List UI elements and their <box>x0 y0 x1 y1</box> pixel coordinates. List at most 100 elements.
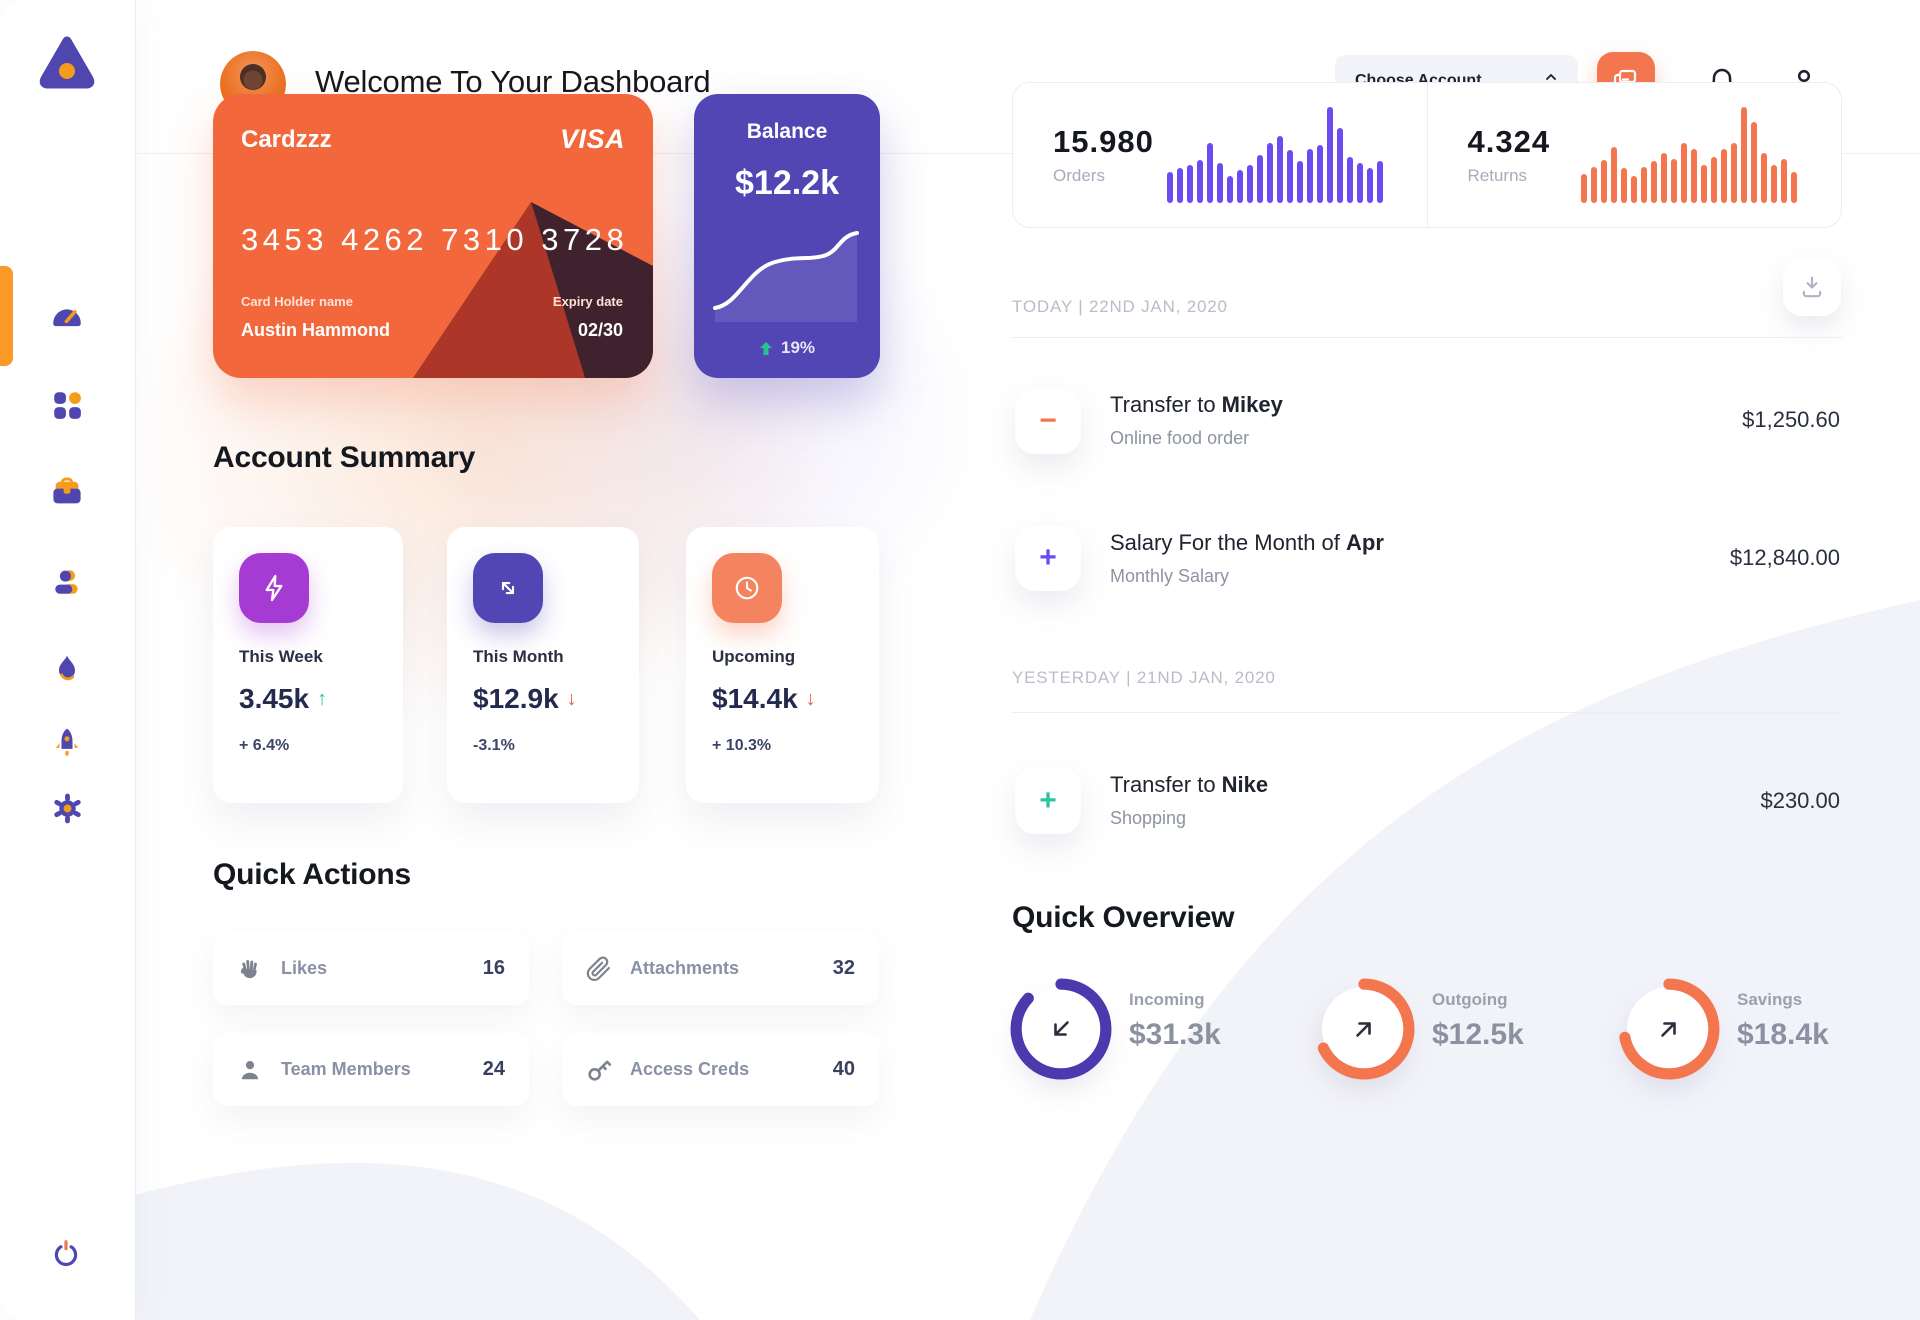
summary-card-this-week: This Week 3.45k ↑ + 6.4% <box>213 527 403 803</box>
active-nav-indicator <box>0 266 13 366</box>
balance-card: Balance $12.2k 19% <box>694 94 880 378</box>
orders-returns-panel: 15.980 Orders 4.324 Returns <box>1012 82 1842 228</box>
card-pyramid-art <box>413 202 653 378</box>
summary-card-upcoming: Upcoming $14.4k ↓ + 10.3% <box>686 527 879 803</box>
overview-value: $18.4k <box>1737 1018 1829 1051</box>
transaction-subtitle: Shopping <box>1110 808 1187 828</box>
gear-icon <box>53 793 81 823</box>
overview-value: $31.3k <box>1129 1018 1221 1051</box>
action-team-members[interactable]: Team Members 24 <box>213 1033 529 1106</box>
orders-bar-chart <box>1166 107 1383 203</box>
summary-delta: + 6.4% <box>239 737 290 754</box>
download-button[interactable] <box>1783 258 1841 316</box>
expiry-label: Expiry date <box>552 294 623 309</box>
expiry-date: 02/30 <box>577 320 623 340</box>
credit-card: Cardzzz VISA 3453 4262 7310 3728 Card Ho… <box>213 94 653 378</box>
overview-label: Incoming <box>1129 990 1205 1009</box>
transaction-sign: + <box>1015 768 1081 834</box>
sidebar-item-portfolio[interactable] <box>44 469 90 515</box>
card-name: Cardzzz <box>241 126 332 153</box>
sidebar <box>0 0 136 1320</box>
action-likes[interactable]: Likes 16 <box>213 932 529 1005</box>
quick-actions-title: Quick Actions <box>213 858 411 891</box>
download-icon <box>1802 276 1822 298</box>
summary-value: 3.45k ↑ <box>239 683 328 714</box>
paperclip-icon <box>586 955 611 981</box>
account-summary-title: Account Summary <box>213 441 476 474</box>
summary-delta: + 10.3% <box>712 737 772 754</box>
orders-value: 15.980 <box>1053 124 1154 159</box>
page-title: Welcome To Your Dashboard <box>315 64 711 99</box>
action-label: Likes <box>281 958 328 978</box>
action-attachments[interactable]: Attachments 32 <box>562 932 879 1005</box>
savings-ring <box>1618 978 1720 1080</box>
briefcase-icon <box>53 477 81 504</box>
summary-value: $14.4k ↓ <box>712 683 816 714</box>
key-icon <box>588 1060 612 1081</box>
summary-card-this-month: This Month $12.9k ↓ -3.1% <box>447 527 639 803</box>
transaction-sign: − <box>1015 388 1081 454</box>
action-count: 16 <box>482 957 505 979</box>
clock-icon <box>712 553 782 623</box>
transaction-sign: + <box>1015 525 1081 591</box>
orders-stat: 15.980 Orders <box>1013 83 1428 227</box>
arrow-up-right-icon <box>1356 1022 1371 1037</box>
transaction-title[interactable]: Transfer to Nike <box>1110 772 1269 797</box>
action-label: Access Creds <box>630 1059 750 1079</box>
balance-change: 19% <box>694 338 880 358</box>
transaction-title[interactable]: Salary For the Month of Apr <box>1110 530 1384 555</box>
up-arrow-icon <box>759 341 772 355</box>
member-icon <box>241 1060 259 1079</box>
returns-value: 4.324 <box>1467 124 1551 159</box>
action-count: 24 <box>482 1058 505 1080</box>
speedometer-icon <box>53 309 81 327</box>
card-holder-label: Card Holder name <box>241 294 353 309</box>
action-count: 32 <box>832 957 855 979</box>
sidebar-item-contacts[interactable] <box>44 559 90 605</box>
quick-overview-title: Quick Overview <box>1012 901 1235 934</box>
summary-value: $12.9k ↓ <box>473 683 577 714</box>
transaction-amount: $12,840.00 <box>1729 545 1840 570</box>
card-number: 3453 4262 7310 3728 <box>241 222 629 257</box>
transaction-amount: $1,250.60 <box>1742 407 1840 432</box>
lightning-icon <box>239 553 309 623</box>
transaction-title[interactable]: Transfer to Mikey <box>1110 392 1283 417</box>
transaction-amount: $230.00 <box>1760 788 1840 813</box>
flame-icon <box>59 655 75 681</box>
date-header-yesterday: YESTERDAY | 21ND JAN, 2020 <box>1012 668 1276 687</box>
action-label: Team Members <box>281 1059 411 1079</box>
incoming-ring <box>1010 978 1112 1080</box>
power-icon <box>54 1240 78 1267</box>
sidebar-item-dashboard[interactable] <box>44 293 90 339</box>
action-access-creds[interactable]: Access Creds 40 <box>562 1033 879 1106</box>
sidebar-item-apps[interactable] <box>44 382 90 428</box>
sidebar-item-boost[interactable] <box>44 719 90 765</box>
balance-amount: $12.2k <box>735 164 839 202</box>
trend-arrow: ↓ <box>566 687 577 710</box>
trend-arrow: ↓ <box>805 687 816 710</box>
logout-button[interactable] <box>44 1232 88 1276</box>
trend-arrow: ↑ <box>317 687 328 710</box>
date-header-today: TODAY | 22ND JAN, 2020 <box>1012 297 1228 316</box>
balance-sparkline <box>713 231 859 322</box>
sidebar-item-settings[interactable] <box>44 785 90 831</box>
summary-label: This Month <box>473 647 564 666</box>
card-holder-name: Austin Hammond <box>241 320 391 340</box>
hand-icon <box>240 959 257 978</box>
transaction-subtitle: Monthly Salary <box>1110 566 1230 586</box>
visa-logo: VISA <box>559 124 625 154</box>
diagonal-arrows-icon <box>473 553 543 623</box>
header: Welcome To Your Dashboard Choose Account <box>135 0 1920 154</box>
returns-bar-chart <box>1581 107 1797 203</box>
summary-label: Upcoming <box>712 647 796 666</box>
returns-stat: 4.324 Returns <box>1428 83 1842 227</box>
summary-label: This Week <box>239 647 323 666</box>
orders-label: Orders <box>1053 166 1105 185</box>
app-logo[interactable] <box>33 30 101 98</box>
overview-label: Savings <box>1737 990 1803 1009</box>
summary-delta: -3.1% <box>473 737 515 754</box>
arrow-up-right-icon <box>1661 1022 1676 1037</box>
overview-value: $12.5k <box>1432 1018 1524 1051</box>
user-icon <box>55 570 78 594</box>
sidebar-item-trending[interactable] <box>44 646 90 692</box>
